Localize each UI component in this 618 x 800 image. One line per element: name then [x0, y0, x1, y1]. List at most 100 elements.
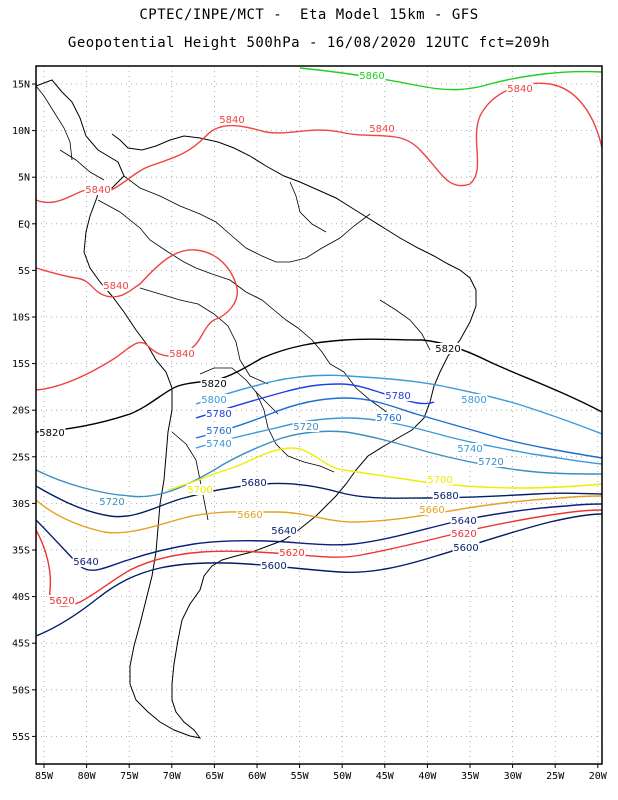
contour-label: 5740: [206, 439, 231, 450]
lat-label: 55S: [12, 732, 30, 743]
country-borders: [97, 175, 431, 521]
lat-label: 15S: [12, 359, 30, 370]
lon-label: 25W: [546, 771, 565, 782]
lat-label: 20S: [12, 406, 30, 417]
contour-label-background: [368, 123, 396, 134]
lat-label: 50S: [12, 685, 30, 696]
lon-label: 35W: [461, 771, 480, 782]
contour-label-background: [358, 70, 386, 81]
lat-label: 10N: [12, 126, 30, 137]
contour-label: 5640: [73, 557, 98, 568]
map-frame: [35, 65, 603, 765]
contour-label-background: [205, 408, 233, 419]
contour-label: 5840: [219, 115, 244, 126]
contour-label: 5620: [451, 529, 476, 540]
contour-label: 5800: [461, 395, 486, 406]
contour-label-background: [452, 542, 480, 553]
lon-label: 80W: [78, 771, 97, 782]
contour-label-background: [432, 490, 460, 501]
contour-label: 5720: [293, 422, 318, 433]
lat-label: 40S: [12, 592, 30, 603]
contour-label-background: [434, 343, 462, 354]
contour-label-background: [48, 595, 76, 606]
contour-label: 5780: [206, 409, 231, 420]
contour-label: 5740: [457, 444, 482, 455]
contour-lines: [35, 67, 603, 637]
contour-label-background: [102, 280, 130, 291]
contour-label: 5660: [237, 510, 262, 521]
contour-5620: [35, 509, 603, 607]
contour-5840-north: [35, 82, 603, 204]
lon-label: 20W: [589, 771, 608, 782]
lat-label: 5N: [18, 173, 30, 184]
contour-label-background: [375, 412, 403, 423]
contour-label-background: [450, 528, 478, 539]
lat-label: EQ: [18, 219, 30, 230]
map-grid: [36, 66, 602, 764]
contour-label-background: [477, 456, 505, 467]
contour-label: 5600: [261, 561, 286, 572]
lon-label: 30W: [504, 771, 523, 782]
contour-label: 5820: [39, 428, 64, 439]
lon-label: 70W: [163, 771, 182, 782]
contour-label-background: [98, 496, 126, 507]
contour-5720-main: [35, 430, 603, 498]
contour-label: 5620: [279, 548, 304, 559]
contour-label: 5620: [49, 596, 74, 607]
contour-5800: [195, 374, 603, 435]
lat-label: 25S: [12, 452, 30, 463]
contour-label-background: [418, 504, 446, 515]
title-line-2: Geopotential Height 500hPa - 16/08/2020 …: [67, 35, 551, 51]
contour-label: 5780: [385, 391, 410, 402]
contour-label: 5700: [427, 475, 452, 486]
lat-label: 5S: [18, 266, 30, 277]
contour-label-background: [292, 421, 320, 432]
lat-label: 10S: [12, 313, 30, 324]
contour-label: 5860: [359, 71, 384, 82]
contour-5820: [35, 338, 603, 433]
contour-label: 5680: [241, 478, 266, 489]
contour-5860: [299, 67, 603, 91]
contour-label: 5820: [435, 344, 460, 355]
contour-label: 5840: [169, 349, 194, 360]
contour-label: 5700: [187, 485, 212, 496]
contour-label: 5640: [451, 516, 476, 527]
contour-5700: [167, 447, 603, 491]
contour-label: 5800: [201, 395, 226, 406]
contour-label-background: [240, 477, 268, 488]
contour-label: 5840: [85, 185, 110, 196]
contour-label-background: [200, 378, 228, 389]
contour-label-background: [38, 427, 66, 438]
contour-label-background: [168, 348, 196, 359]
contour-label: 5820: [201, 379, 226, 390]
lon-label: 65W: [205, 771, 224, 782]
contour-label: 5600: [453, 543, 478, 554]
contour-label-background: [236, 509, 264, 520]
lat-label: 15N: [12, 80, 30, 91]
contour-5680: [35, 482, 603, 518]
contour-label-background: [186, 484, 214, 495]
contour-label-background: [426, 474, 454, 485]
lon-label: 55W: [291, 771, 310, 782]
contour-label: 5680: [433, 491, 458, 502]
contour-5640: [35, 503, 603, 571]
contour-label: 5660: [419, 505, 444, 516]
contour-label-background: [200, 394, 228, 405]
contour-label-background: [205, 425, 233, 436]
contour-label-background: [278, 547, 306, 558]
contour-label-background: [260, 560, 288, 571]
contour-label-background: [450, 515, 478, 526]
contour-label: 5720: [478, 457, 503, 468]
contour-labels: 5860 5840 5840 5840 5840 5840 5840 5820 5820 5820…: [38, 70, 534, 607]
contour-label-background: [270, 525, 298, 536]
contour-label: 5640: [271, 526, 296, 537]
contour-label-background: [84, 184, 112, 195]
contour-label-background: [72, 556, 100, 567]
lon-label: 75W: [120, 771, 139, 782]
contour-label: 5760: [376, 413, 401, 424]
contour-5760: [195, 397, 603, 459]
title-line-1: CPTEC/INPE/MCT - Eta Model 15km - GFS: [139, 7, 479, 23]
contour-label-background: [218, 114, 246, 125]
contour-label: 5840: [103, 281, 128, 292]
